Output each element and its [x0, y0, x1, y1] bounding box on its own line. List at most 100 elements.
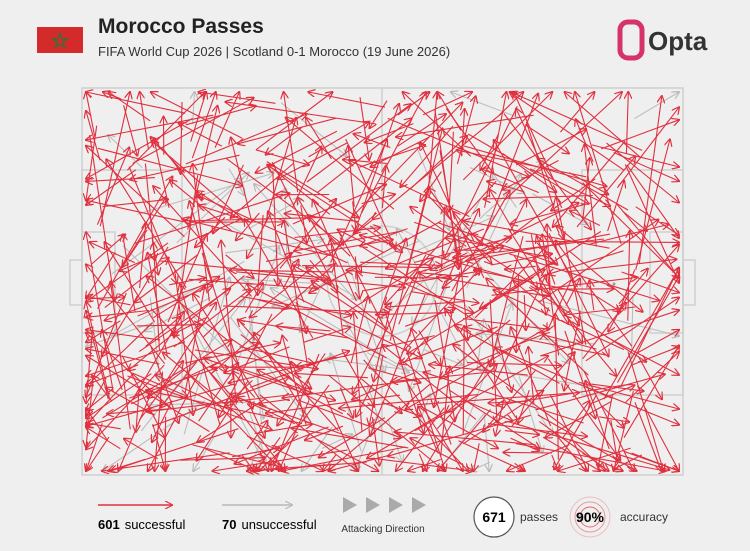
pass-arrow: [463, 326, 464, 435]
pass-arrow: [455, 325, 560, 384]
pass-arrow: [328, 382, 432, 471]
pass-arrow: [352, 372, 415, 400]
pass-arrow: [250, 219, 373, 317]
pass-arrow: [204, 358, 300, 392]
pass-arrow: [451, 191, 510, 292]
pass-arrow: [397, 114, 446, 147]
pass-arrow: [486, 279, 589, 376]
successful-legend: 601 successful: [98, 517, 186, 532]
pass-arrow: [549, 394, 588, 471]
pass-arrow: [511, 327, 552, 427]
pass-arrow: [474, 246, 546, 319]
pass-arrow: [552, 430, 586, 471]
unsuccessful-count: 70: [222, 517, 236, 532]
pass-arrow: [444, 106, 518, 258]
pass-arrow: [371, 136, 430, 167]
pass-arrow: [514, 462, 525, 471]
pass-arrow: [518, 376, 542, 452]
pass-arrow: [238, 117, 337, 144]
pass-arrow: [155, 375, 233, 412]
pass-arrow: [457, 150, 587, 178]
pass-arrow: [427, 92, 438, 189]
pass-arrow: [373, 111, 505, 220]
pass-arrow: [628, 231, 630, 321]
pass-arrow: [545, 400, 612, 437]
pass-arrow: [86, 373, 134, 426]
pass-arrow: [295, 296, 422, 358]
pass-arrow: [598, 393, 614, 468]
pass-arrow: [605, 336, 679, 375]
brand-name: Opta: [648, 26, 708, 56]
pass-arrow: [509, 253, 659, 301]
unsuccessful-label: unsuccessful: [241, 517, 316, 532]
pass-arrow: [225, 254, 254, 278]
pass-arrow: [244, 283, 263, 313]
pass-arrow: [488, 401, 527, 403]
pass-arrow: [328, 374, 444, 471]
pass-arrow: [513, 255, 537, 290]
pass-arrow: [256, 298, 288, 309]
pass-arrow: [623, 450, 679, 471]
pass-arrow: [557, 288, 580, 326]
pass-arrow: [568, 250, 643, 312]
pass-arrow: [160, 260, 329, 279]
pass-arrow: [331, 239, 344, 337]
pass-arrow: [638, 96, 662, 265]
pass-arrow: [130, 343, 258, 405]
pass-arrow: [247, 212, 272, 258]
pass-arrow: [438, 409, 492, 472]
pass-arrow: [601, 120, 679, 150]
pass-arrow: [367, 411, 446, 459]
pass-arrow: [162, 147, 203, 199]
pass-arrow: [491, 277, 638, 296]
pass-arrow: [180, 458, 265, 461]
pass-arrow: [361, 92, 426, 214]
pass-arrow: [400, 125, 454, 187]
pass-arrow: [86, 146, 185, 238]
pass-arrow: [285, 214, 359, 222]
pass-arrow: [410, 438, 463, 466]
pass-arrow: [455, 250, 488, 251]
pass-arrow: [102, 330, 123, 391]
pass-arrow: [437, 277, 550, 298]
pass-arrow: [385, 180, 497, 304]
pass-arrow: [420, 171, 442, 202]
pass-arrow: [150, 308, 237, 402]
pass-arrow: [551, 178, 596, 211]
pass-arrow: [543, 335, 597, 350]
pass-arrow: [182, 219, 331, 257]
pass-arrow: [99, 92, 130, 227]
pass-arrow: [122, 197, 166, 266]
pass-arrow: [532, 193, 588, 224]
pass-arrow: [86, 169, 137, 205]
pass-arrow: [510, 92, 625, 171]
pass-arrow: [284, 92, 299, 193]
pass-arrow: [632, 296, 633, 358]
pass-arrow: [211, 264, 335, 375]
pass-arrow: [258, 370, 344, 415]
pass-arrow: [158, 303, 216, 393]
pass-arrow: [538, 421, 608, 471]
pass-arrow: [359, 145, 425, 168]
pass-arrow: [592, 293, 620, 311]
pass-arrow: [582, 452, 623, 472]
pass-arrow: [509, 200, 526, 233]
accuracy-badge: [569, 496, 611, 538]
pass-arrow: [511, 352, 575, 427]
pass-arrow: [278, 142, 348, 179]
pass-arrow: [86, 297, 131, 306]
pass-arrow: [86, 264, 166, 365]
pass-arrow: [173, 289, 250, 348]
pass-arrow: [434, 271, 461, 407]
pass-arrow: [132, 312, 184, 399]
pass-arrow: [344, 259, 433, 314]
pass-arrow: [618, 269, 636, 314]
pass-arrow: [103, 92, 121, 100]
pass-arrow: [466, 400, 513, 421]
pass-arrow: [614, 390, 634, 471]
pass-arrow: [292, 428, 409, 449]
pass-arrow: [606, 142, 680, 202]
pass-arrow: [474, 443, 480, 471]
pass-arrow: [86, 252, 116, 298]
